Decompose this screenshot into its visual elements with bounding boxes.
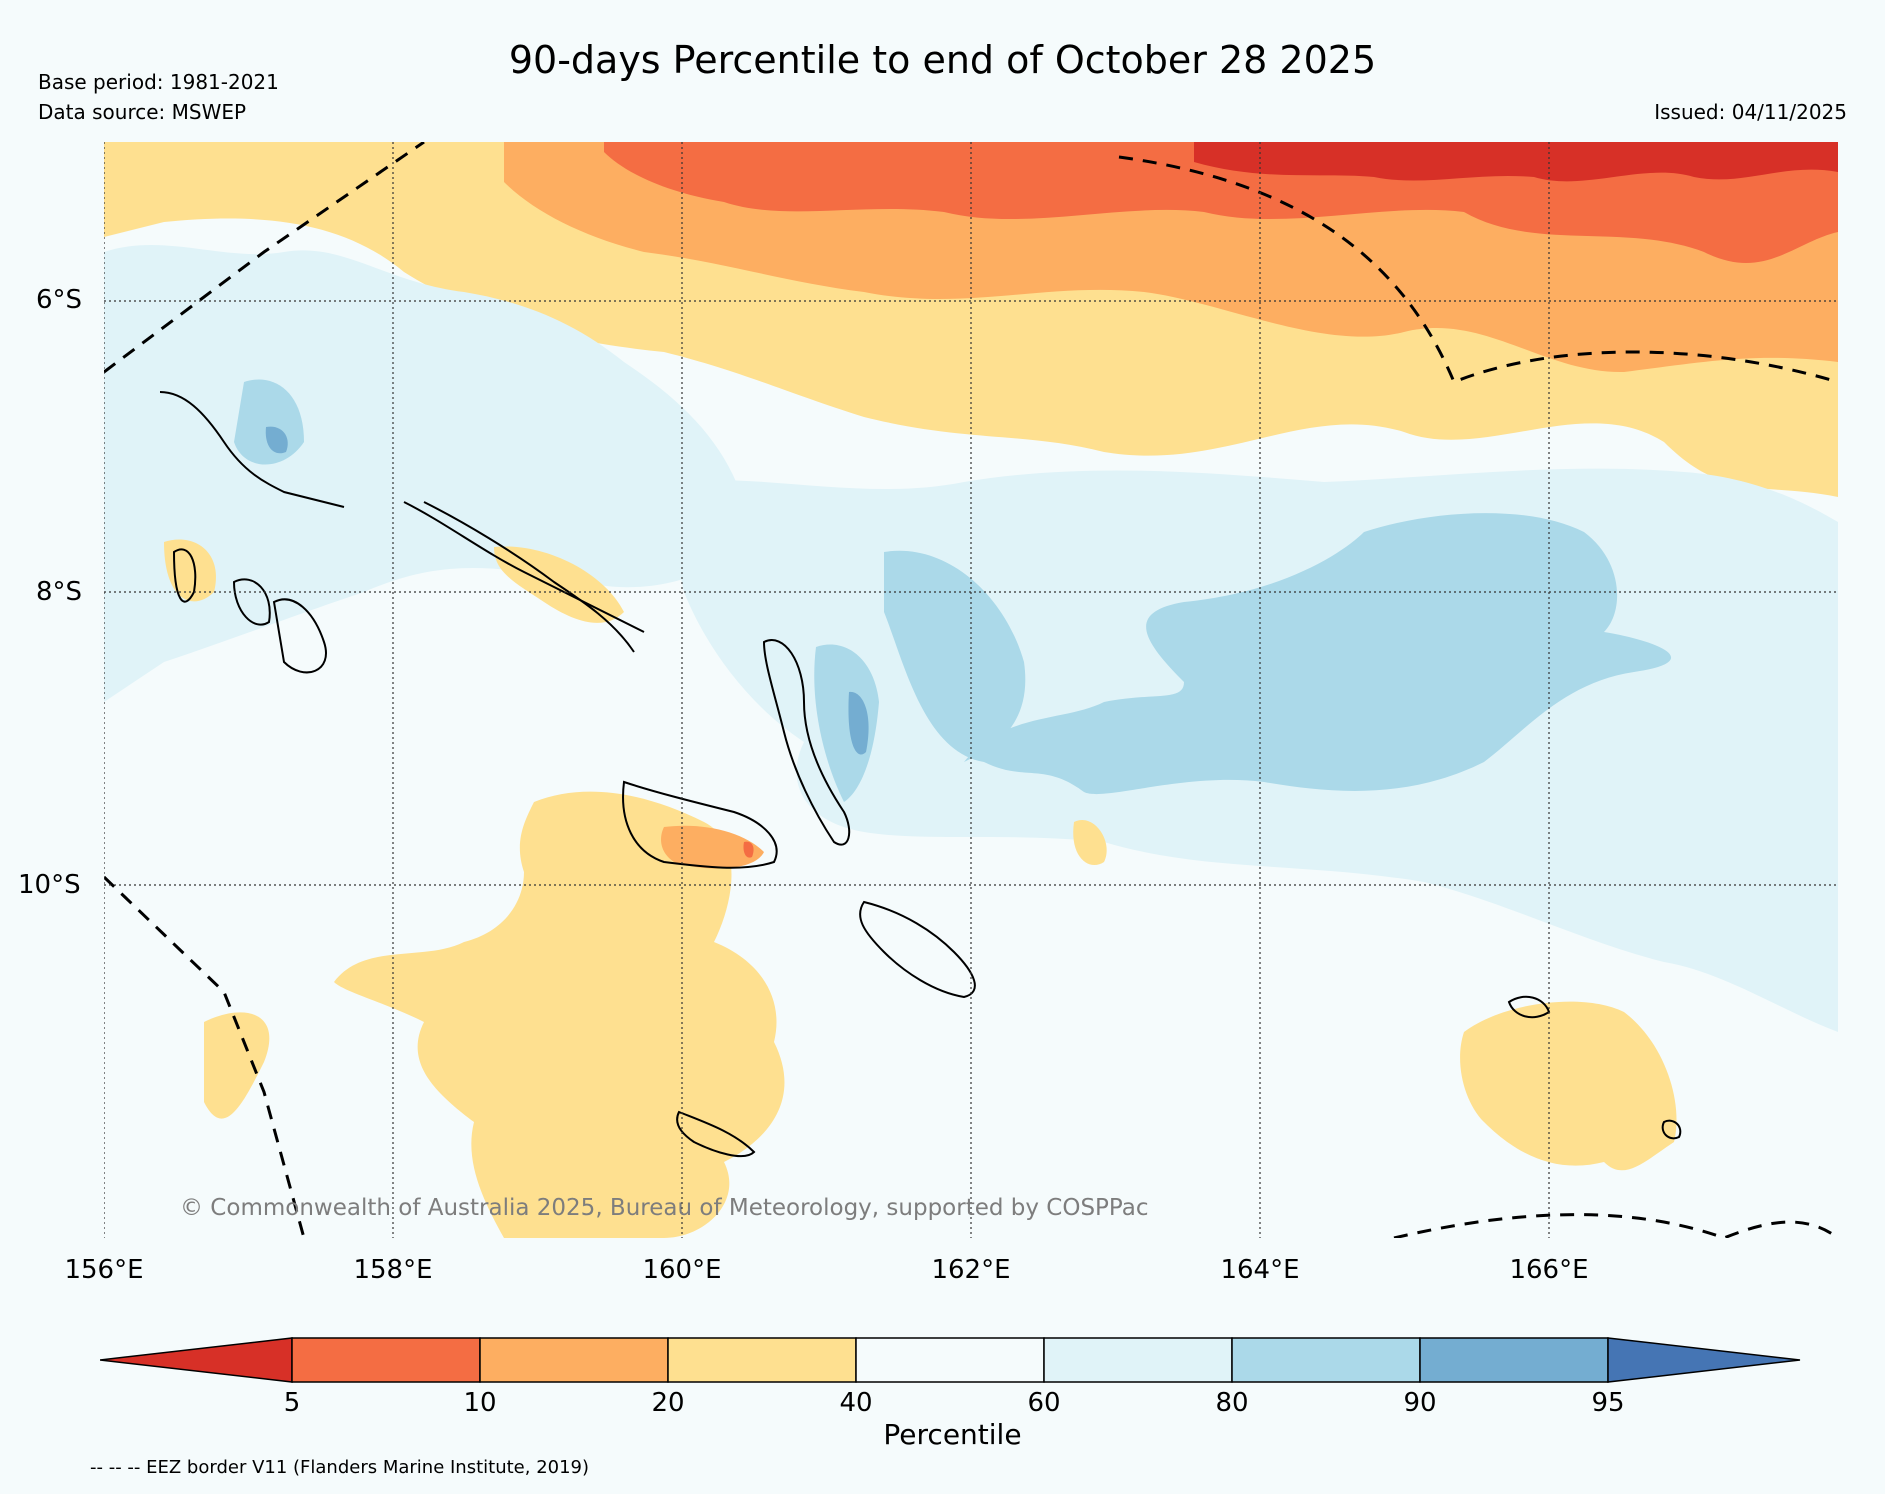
lon-label-160e: 160°E <box>642 1255 722 1285</box>
region-90-95-west <box>265 426 288 454</box>
colorbar <box>99 1330 1810 1390</box>
lat-label-6s: 6°S <box>36 285 83 315</box>
colorbar-segment-2 <box>479 1337 669 1383</box>
colorbar-tick: 80 <box>1215 1388 1249 1418</box>
region-60-80-west <box>104 244 747 703</box>
island-vanikoro <box>1661 1119 1682 1140</box>
colorbar-tick: 40 <box>839 1388 873 1418</box>
region-90-95-malaita <box>848 691 869 755</box>
region-5-10-guadalcanal <box>743 841 754 858</box>
lon-label-158e: 158°E <box>353 1255 433 1285</box>
colorbar-segment-5 <box>1043 1337 1233 1383</box>
colorbar-tick: 20 <box>651 1388 685 1418</box>
lon-label-156e: 156°E <box>64 1255 144 1285</box>
colorbar-tick: 95 <box>1591 1388 1625 1418</box>
region-20-40-south-central <box>334 791 785 1238</box>
colorbar-tick: 5 <box>283 1388 301 1418</box>
graticule <box>104 142 1838 1238</box>
region-10-20-guadalcanal <box>661 825 764 869</box>
colorbar-segment-8 <box>1607 1337 1801 1383</box>
colorbar-segment-0 <box>99 1337 293 1383</box>
eez-border-northwest <box>104 142 425 374</box>
colorbar-segment-4 <box>855 1337 1045 1383</box>
colorbar-label: Percentile <box>883 1418 1022 1451</box>
island-rennell <box>676 1110 756 1158</box>
map-title: 90-days Percentile to end of October 28 … <box>508 38 1377 82</box>
colorbar-tick: 90 <box>1403 1388 1437 1418</box>
lon-label-162e: 162°E <box>931 1255 1011 1285</box>
eez-border-southeast <box>1393 1213 1838 1238</box>
lat-label-8s: 8°S <box>36 577 83 607</box>
issued-date-text: Issued: 04/11/2025 <box>1654 100 1847 124</box>
percentile-map <box>104 142 1838 1238</box>
colorbar-tick: 60 <box>1027 1388 1061 1418</box>
region-80-90-central <box>884 513 1672 795</box>
colorbar-segment-3 <box>667 1337 857 1383</box>
lat-label-10s: 10°S <box>18 870 81 900</box>
eez-border-southwest <box>104 875 306 1238</box>
lon-label-166e: 166°E <box>1509 1255 1589 1285</box>
copyright-text: © Commonwealth of Australia 2025, Bureau… <box>180 1195 1149 1221</box>
island-new-georgia <box>172 548 327 674</box>
data-source-text: Data source: MSWEP <box>38 100 247 124</box>
island-makira <box>859 900 976 999</box>
eez-legend-note: -- -- -- EEZ border V11 (Flanders Marine… <box>90 1457 590 1478</box>
colorbar-tick: 10 <box>463 1388 497 1418</box>
region-80-90-malaita <box>814 644 879 802</box>
region-0-5-north <box>1194 142 1838 182</box>
colorbar-segment-1 <box>291 1337 481 1383</box>
colorbar-segment-6 <box>1231 1337 1421 1383</box>
lon-label-164e: 164°E <box>1220 1255 1300 1285</box>
island-bougainville <box>159 391 345 508</box>
island-malaita <box>762 639 851 846</box>
base-period-text: Base period: 1981-2021 <box>38 70 279 94</box>
colorbar-segment-7 <box>1419 1337 1609 1383</box>
island-santa-isabel <box>423 501 635 653</box>
region-20-40-rennell <box>1073 820 1107 866</box>
region-20-40-southwest <box>204 1012 270 1119</box>
island-guadalcanal <box>622 780 778 869</box>
region-20-40-southeast <box>1460 1001 1677 1171</box>
island-choiseul <box>403 501 645 633</box>
eez-border-northeast <box>1118 155 1838 384</box>
